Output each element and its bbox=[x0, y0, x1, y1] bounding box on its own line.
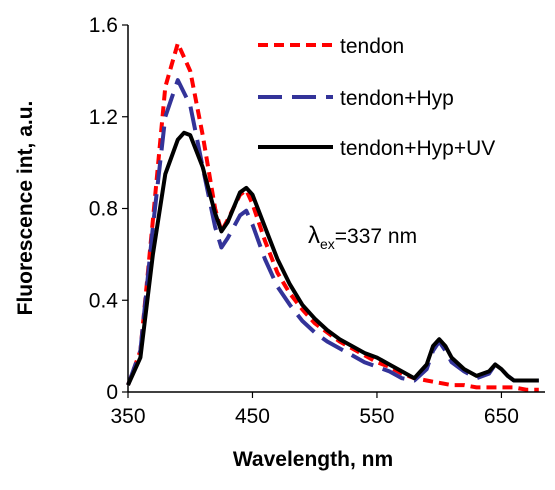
excitation-annotation: λex=337 nm bbox=[308, 222, 417, 252]
series-line-3 bbox=[126, 130, 539, 386]
legend-label-1: tendon bbox=[340, 35, 404, 58]
x-axis-title: Wavelength, nm bbox=[233, 448, 393, 471]
tick-labels: 0 0.4 0.8 1.2 1.6 350 450 550 650 bbox=[89, 14, 519, 428]
y-tick-label: 1.6 bbox=[89, 14, 118, 37]
axes bbox=[122, 24, 545, 398]
legend: tendon tendon+Hyp tendon+Hyp+UV bbox=[258, 35, 495, 160]
series-layer bbox=[126, 41, 539, 392]
y-tick-label: 1.2 bbox=[89, 106, 118, 129]
y-tick-label: 0.8 bbox=[89, 198, 118, 221]
y-axis-title: Fluorescence int, a.u. bbox=[14, 101, 37, 316]
x-tick-label: 650 bbox=[484, 405, 519, 428]
x-tick-label: 450 bbox=[235, 405, 270, 428]
x-tick-label: 350 bbox=[110, 405, 145, 428]
series-line-1 bbox=[126, 41, 539, 392]
legend-label-2: tendon+Hyp bbox=[340, 87, 454, 110]
legend-label-3: tendon+Hyp+UV bbox=[340, 137, 495, 160]
y-tick-label: 0.4 bbox=[89, 289, 119, 312]
annotation-subscript: ex bbox=[320, 236, 335, 252]
lambda-symbol: λ bbox=[308, 222, 320, 249]
x-tick-label: 550 bbox=[359, 405, 394, 428]
y-tick-label: 0 bbox=[106, 381, 118, 404]
annotation-value: =337 nm bbox=[335, 225, 417, 248]
series-line-2 bbox=[126, 78, 539, 386]
